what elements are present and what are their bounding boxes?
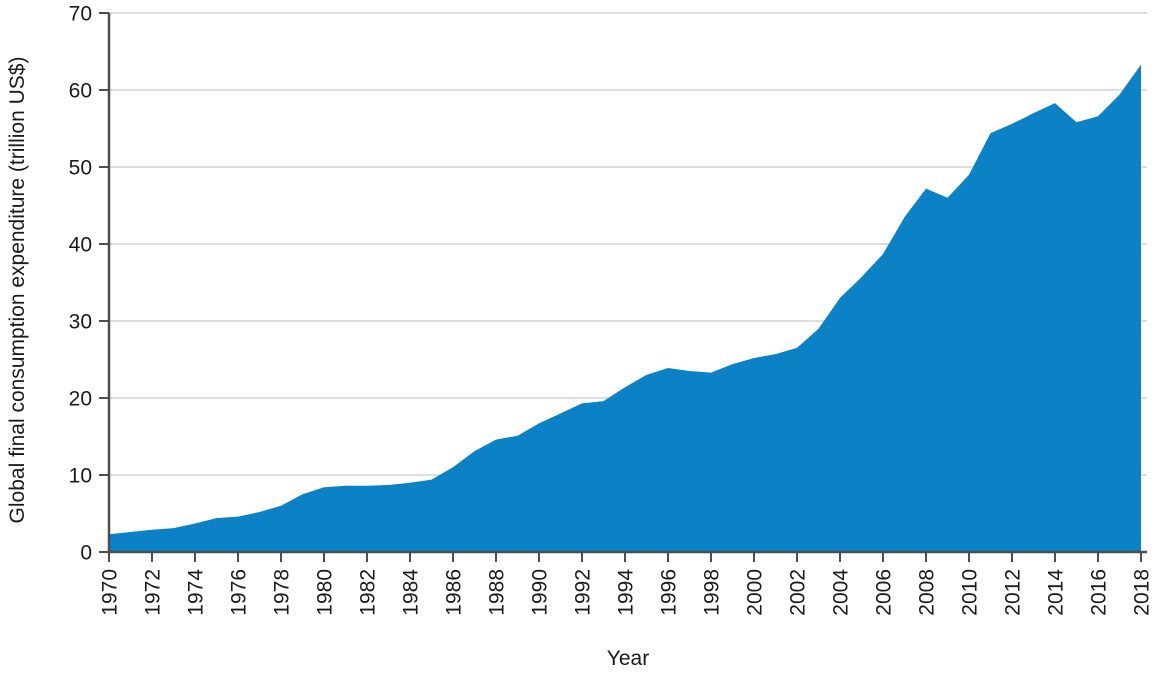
- x-tick-label-2012: 2012: [1002, 569, 1025, 616]
- y-tick-label-0: 0: [80, 542, 92, 565]
- x-tick-label-1982: 1982: [357, 569, 380, 616]
- x-tick-label-1980: 1980: [314, 569, 337, 616]
- y-tick-label-70: 70: [69, 3, 92, 26]
- x-tick-label-1978: 1978: [271, 569, 294, 616]
- x-tick-label-2004: 2004: [830, 569, 853, 616]
- y-tick-label-20: 20: [69, 388, 92, 411]
- x-tick-label-1984: 1984: [400, 569, 423, 616]
- x-tick-label-1994: 1994: [615, 569, 638, 616]
- y-tick-label-10: 10: [69, 465, 92, 488]
- y-tick-label-40: 40: [69, 234, 92, 257]
- y-tick-label-60: 60: [69, 80, 92, 103]
- x-tick-label-1986: 1986: [443, 569, 466, 616]
- x-tick-label-2016: 2016: [1088, 569, 1111, 616]
- x-tick-label-1990: 1990: [529, 569, 552, 616]
- x-tick-label-1992: 1992: [572, 569, 595, 616]
- x-tick-label-2010: 2010: [959, 569, 982, 616]
- x-tick-label-1974: 1974: [185, 569, 208, 616]
- y-tick-label-50: 50: [69, 157, 92, 180]
- x-tick-label-1972: 1972: [142, 569, 165, 616]
- x-tick-label-2018: 2018: [1131, 569, 1154, 616]
- x-tick-label-1996: 1996: [658, 569, 681, 616]
- x-axis-ticks: 1970 1972 1974 1976 1978 1980 1982 1984 1986 1988…: [99, 552, 1154, 616]
- x-tick-label-1970: 1970: [99, 569, 122, 616]
- x-tick-label-1988: 1988: [486, 569, 509, 616]
- x-tick-label-2014: 2014: [1045, 569, 1068, 616]
- y-axis-ticks: 0 10 20 30 40 50 60 70: [69, 3, 109, 565]
- x-tick-label-1976: 1976: [228, 569, 251, 616]
- x-tick-label-2000: 2000: [744, 569, 767, 616]
- x-tick-label-2002: 2002: [787, 569, 810, 616]
- x-tick-label-2006: 2006: [873, 569, 896, 616]
- y-axis-title: Global final consumption expenditure (tr…: [6, 57, 29, 524]
- x-tick-label-2008: 2008: [916, 569, 939, 616]
- y-tick-label-30: 30: [69, 311, 92, 334]
- area-series: [109, 64, 1141, 552]
- gridlines: [109, 12, 1147, 476]
- x-axis-title: Year: [607, 647, 649, 670]
- x-tick-label-1998: 1998: [701, 569, 724, 616]
